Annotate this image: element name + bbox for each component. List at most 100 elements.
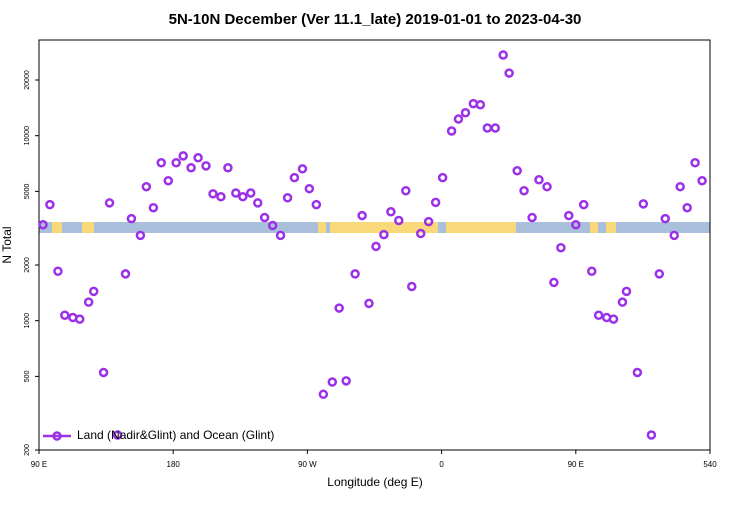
point <box>135 230 146 241</box>
point <box>371 241 381 252</box>
point <box>401 185 411 196</box>
point <box>697 175 707 186</box>
point <box>163 175 174 186</box>
point <box>193 152 203 163</box>
point <box>208 189 218 199</box>
y-tick-label: 10000 <box>24 126 31 146</box>
point <box>216 191 226 202</box>
point <box>682 202 692 213</box>
point <box>475 99 486 110</box>
point <box>327 377 338 387</box>
land-ocean-strip <box>39 222 710 233</box>
point <box>275 230 286 241</box>
point <box>357 210 367 221</box>
point <box>282 192 293 203</box>
point <box>542 181 552 192</box>
point <box>245 188 256 198</box>
point <box>178 151 188 161</box>
land-strip <box>606 222 616 233</box>
point <box>498 50 508 60</box>
point <box>407 281 417 292</box>
point <box>453 114 464 124</box>
y-tick-label: 1000 <box>24 313 31 329</box>
point <box>423 216 434 227</box>
x-tick-label: 0 <box>439 460 444 469</box>
point <box>587 266 597 277</box>
point <box>341 376 351 386</box>
point <box>490 123 501 133</box>
point <box>690 157 700 168</box>
point <box>297 164 308 174</box>
point <box>259 212 270 223</box>
point <box>148 202 159 213</box>
point <box>112 430 123 440</box>
point <box>556 242 566 253</box>
point <box>578 199 589 210</box>
point <box>675 181 685 192</box>
x-tick-label: 90 E <box>568 460 584 469</box>
point <box>350 269 360 279</box>
point <box>446 126 457 136</box>
point <box>632 367 643 378</box>
point <box>564 210 574 221</box>
point <box>364 298 374 309</box>
point <box>460 108 471 118</box>
point <box>504 68 514 78</box>
point <box>304 183 315 194</box>
point <box>267 220 278 231</box>
point <box>512 166 522 176</box>
y-axis-label: N Total <box>0 226 14 263</box>
plot-frame <box>38 39 711 451</box>
point <box>38 220 48 230</box>
point <box>88 286 99 297</box>
point <box>74 314 85 324</box>
point <box>104 198 115 208</box>
point <box>201 161 211 171</box>
point <box>126 213 137 224</box>
point <box>617 297 628 307</box>
point <box>394 215 404 226</box>
point <box>379 229 389 240</box>
land-strip <box>52 222 62 233</box>
point <box>231 188 241 198</box>
x-tick-label: 540 <box>703 460 717 469</box>
point <box>608 314 619 324</box>
legend-marker <box>52 431 62 441</box>
point <box>386 207 396 217</box>
land-strip <box>590 222 598 233</box>
point <box>527 212 537 223</box>
x-tick-label: 90 W <box>298 460 317 469</box>
y-tick-label: 500 <box>24 370 31 382</box>
point <box>252 198 263 208</box>
point <box>437 172 448 183</box>
point <box>621 286 632 297</box>
y-tick-label: 20000 <box>24 70 31 90</box>
point <box>186 162 196 173</box>
point <box>156 157 167 168</box>
x-tick-label: 180 <box>167 460 181 469</box>
land-strip <box>318 222 326 233</box>
point <box>223 162 233 173</box>
point <box>534 174 544 185</box>
point <box>318 389 329 400</box>
point <box>60 310 70 321</box>
point <box>482 123 493 133</box>
point <box>334 303 344 313</box>
point <box>120 269 131 279</box>
point <box>430 197 441 208</box>
legend-label: Land (Nadir&Glint) and Ocean (Glint) <box>77 428 274 442</box>
y-tick-label: 200 <box>24 444 31 456</box>
chart-title: 5N-10N December (Ver 11.1_late) 2019-01-… <box>169 11 582 28</box>
point <box>415 228 426 239</box>
point <box>289 172 300 183</box>
land-strip <box>330 222 438 233</box>
land-strip <box>82 222 94 233</box>
land-strip <box>446 222 516 233</box>
point <box>98 367 109 378</box>
point <box>646 430 657 440</box>
point <box>53 266 63 277</box>
y-tick-label: 5000 <box>24 183 31 199</box>
point <box>238 191 248 202</box>
